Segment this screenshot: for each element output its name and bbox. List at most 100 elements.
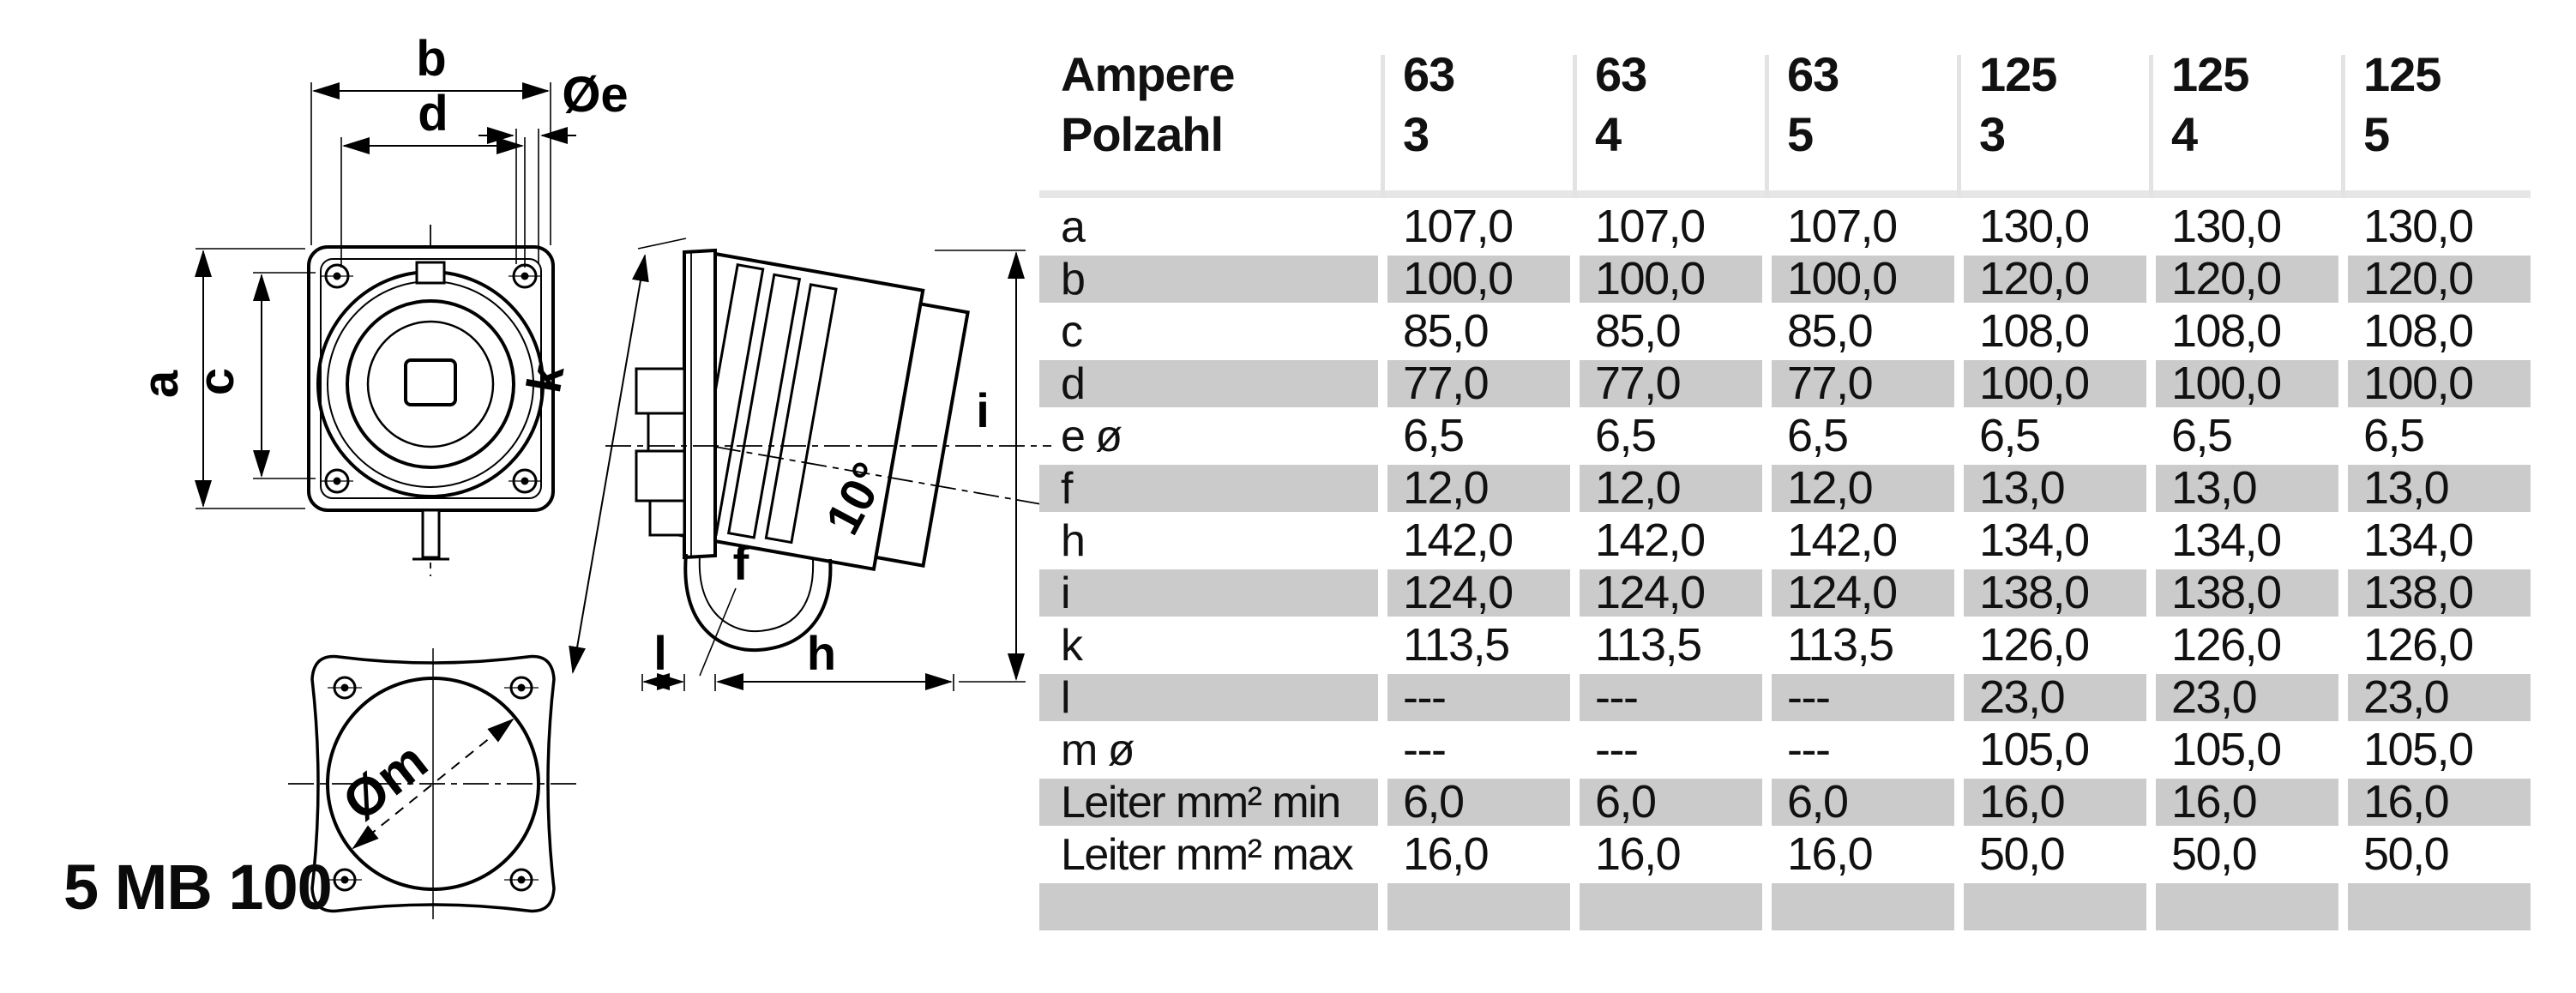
cell-value: --- [1772, 674, 1954, 721]
cell-value: 107,0 [1403, 201, 1514, 252]
table-row-h: h 142,0 142,0 142,0 134,0 134,0 134,0 [1039, 515, 2531, 566]
cell-value: 134,0 [1979, 515, 2090, 566]
cell-value: 6,5 [2171, 410, 2233, 461]
dimension-oe [478, 127, 576, 264]
cell-value: 13,0 [2348, 465, 2531, 512]
tilted-body [664, 251, 970, 572]
header-rule [1039, 190, 2531, 198]
cell-value: 130,0 [1979, 201, 2090, 252]
cell-value: 6,5 [1403, 410, 1465, 461]
header-polzahl-value: 3 [1979, 107, 2006, 161]
cell-value: 124,0 [1387, 569, 1570, 617]
cell-value: 134,0 [2363, 515, 2474, 566]
cell-value [1387, 883, 1570, 930]
table-row-i: i 124,0 124,0 124,0 138,0 138,0 138,0 [1039, 569, 2531, 617]
cell-value: 142,0 [1595, 515, 1706, 566]
cell-value: 85,0 [1787, 305, 1874, 357]
cell-value: 100,0 [1964, 360, 2146, 407]
cell-value: 105,0 [2363, 724, 2474, 775]
dimension-lfh [641, 587, 954, 691]
table-row-b: b 100,0 100,0 100,0 120,0 120,0 120,0 [1039, 256, 2531, 304]
header-polzahl-label: Polzahl [1061, 107, 1224, 161]
cell-value: 120,0 [2348, 256, 2531, 303]
cell-value: --- [1580, 674, 1762, 721]
cell-value: 100,0 [1580, 256, 1762, 303]
socket-face-circle [346, 299, 515, 469]
cell-value [1772, 883, 1954, 930]
cell-value: 85,0 [1403, 305, 1490, 357]
cell-value: 142,0 [1787, 515, 1898, 566]
dimension-table: Ampere Polzahl 63 3 63 4 63 5 125 3 125 4 125 5 a 10… [1039, 34, 2531, 936]
terminal-blocks [635, 367, 686, 537]
table-row-e-: e ø 6,5 6,5 6,5 6,5 6,5 6,5 [1039, 410, 2531, 461]
centerline-tilted [714, 446, 1052, 507]
lid-arc-outer [683, 553, 833, 653]
dim-label-oe: Øe [562, 67, 628, 123]
dim-label-l: l [653, 626, 667, 680]
table-header-col-63-3: 63 3 [1381, 34, 1570, 198]
row-label: f [1039, 465, 1378, 513]
table-row-l: l --- --- --- 23,0 23,0 23,0 [1039, 674, 2531, 722]
cell-value: --- [1403, 724, 1447, 775]
table-header-columns: 63 3 63 4 63 5 125 3 125 4 125 5 [1378, 34, 2531, 198]
cell-value: 130,0 [2363, 201, 2474, 252]
cell-value: 6,5 [1979, 410, 2041, 461]
table-row-m-: m ø --- --- --- 105,0 105,0 105,0 [1039, 724, 2531, 775]
header-ampere-value: 63 [1403, 47, 1455, 101]
table-header-col-63-5: 63 5 [1765, 34, 1954, 198]
screw-holes-bottom [328, 676, 539, 892]
table-header-col-125-4: 125 4 [2149, 34, 2338, 198]
cell-value: 6,5 [2363, 410, 2425, 461]
row-label: l [1039, 674, 1378, 722]
cell-value: --- [1387, 674, 1570, 721]
table-row-leiter-mm-min: Leiter mm² min 6,0 6,0 6,0 16,0 16,0 16,0 [1039, 779, 2531, 827]
cell-value: 50,0 [1979, 828, 2066, 880]
cell-value: 134,0 [2171, 515, 2282, 566]
cell-value: 16,0 [2348, 779, 2531, 826]
bottom-stem [421, 509, 441, 559]
diameter-line [352, 718, 515, 850]
cell-value: 50,0 [2363, 828, 2450, 880]
cell-value: 77,0 [1387, 360, 1570, 407]
dimension-i [935, 250, 1026, 683]
row-label: i [1039, 569, 1378, 617]
cell-value: 107,0 [1787, 201, 1898, 252]
dim-label-a: a [133, 370, 189, 398]
table-header: Ampere Polzahl 63 3 63 4 63 5 125 3 125 4 125 5 [1039, 34, 2531, 198]
header-polzahl-value: 3 [1403, 107, 1429, 161]
cell-value: 12,0 [1772, 465, 1954, 512]
keyway-notch [415, 261, 446, 285]
table-header-col-125-5: 125 5 [2341, 34, 2531, 198]
screw-holes-front [321, 263, 541, 494]
cell-value: 108,0 [2363, 305, 2474, 357]
dim-label-f: f [733, 536, 749, 590]
table-row-k: k 113,5 113,5 113,5 126,0 126,0 126,0 [1039, 619, 2531, 671]
cell-value: 6,0 [1580, 779, 1762, 826]
header-polzahl-value: 5 [1787, 107, 1814, 161]
header-ampere-value: 63 [1595, 47, 1647, 101]
cell-value: 138,0 [2348, 569, 2531, 617]
cell-value: 12,0 [1387, 465, 1570, 512]
cell-value: 120,0 [2156, 256, 2338, 303]
header-ampere-label: Ampere [1061, 47, 1236, 101]
technical-drawing: b d Øe a c [133, 31, 1052, 919]
cell-value: 100,0 [1387, 256, 1570, 303]
row-label: h [1061, 516, 1086, 566]
header-polzahl-value: 5 [2363, 107, 2390, 161]
cell-value: 142,0 [1403, 515, 1514, 566]
header-ampere-value: 125 [2171, 47, 2249, 101]
cell-value [2348, 883, 2531, 930]
dim-label-d: d [418, 86, 448, 141]
header-polzahl-value: 4 [1595, 107, 1622, 161]
row-label [1039, 883, 1378, 930]
cell-value: --- [1595, 724, 1639, 775]
cell-value: 113,5 [1595, 619, 1702, 671]
cell-value [1580, 883, 1762, 930]
side-view: k i 10° f l h [516, 238, 1052, 691]
dimension-b [310, 82, 551, 245]
cell-value: 113,5 [1787, 619, 1894, 671]
row-label: k [1061, 621, 1083, 671]
cell-value: 23,0 [2156, 674, 2338, 721]
dimension-d [340, 137, 526, 268]
